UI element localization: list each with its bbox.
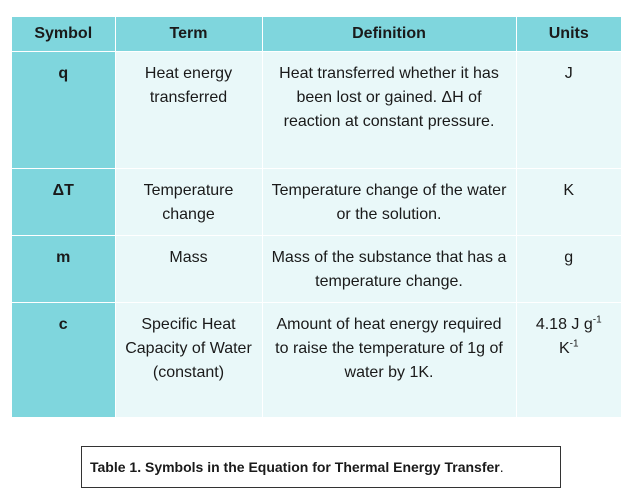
- table-row: m Mass Mass of the substance that has a …: [12, 235, 621, 303]
- header-definition: Definition: [262, 17, 517, 52]
- caption-label: Table 1. Symbols in the Equation for The…: [90, 459, 500, 475]
- term-cell: Temperature change: [115, 168, 263, 236]
- symbol-cell: m: [12, 235, 116, 303]
- term-cell: Heat energy transferred: [115, 51, 263, 169]
- symbol-cell: c: [12, 302, 116, 417]
- units-part-a-exponent: -1: [592, 314, 602, 326]
- symbol-cell: q: [12, 51, 116, 169]
- units-cell: g: [516, 235, 621, 303]
- table-caption: Table 1. Symbols in the Equation for The…: [81, 446, 561, 488]
- units-cell: K: [516, 168, 621, 236]
- units-cell: J: [516, 51, 621, 169]
- definition-cell: Mass of the substance that has a tempera…: [262, 235, 517, 303]
- symbols-table: Symbol Term Definition Units q Heat ener…: [12, 17, 621, 417]
- units-part-b: K: [558, 340, 570, 357]
- symbol-cell: ΔT: [12, 168, 116, 236]
- header-symbol: Symbol: [12, 17, 116, 52]
- definition-cell: Amount of heat energy required to raise …: [262, 302, 517, 417]
- table-row: ΔT Temperature change Temperature change…: [12, 168, 621, 236]
- term-cell: Specific Heat Capacity of Water (constan…: [115, 302, 263, 417]
- caption-period: .: [499, 459, 504, 475]
- table-row: q Heat energy transferred Heat transferr…: [12, 51, 621, 169]
- table-header-row: Symbol Term Definition Units: [12, 17, 621, 52]
- term-cell: Mass: [115, 235, 263, 303]
- header-term: Term: [115, 17, 263, 52]
- units-cell: 4.18 J g-1 K-1: [516, 302, 621, 417]
- table-row: c Specific Heat Capacity of Water (const…: [12, 302, 621, 417]
- header-units: Units: [516, 17, 621, 52]
- definition-cell: Temperature change of the water or the s…: [262, 168, 517, 236]
- units-part-b-exponent: -1: [569, 338, 579, 350]
- definition-cell: Heat transferred whether it has been los…: [262, 51, 517, 169]
- symbols-table-container: Symbol Term Definition Units q Heat ener…: [12, 17, 621, 417]
- units-part-a: 4.18 J g: [535, 316, 593, 333]
